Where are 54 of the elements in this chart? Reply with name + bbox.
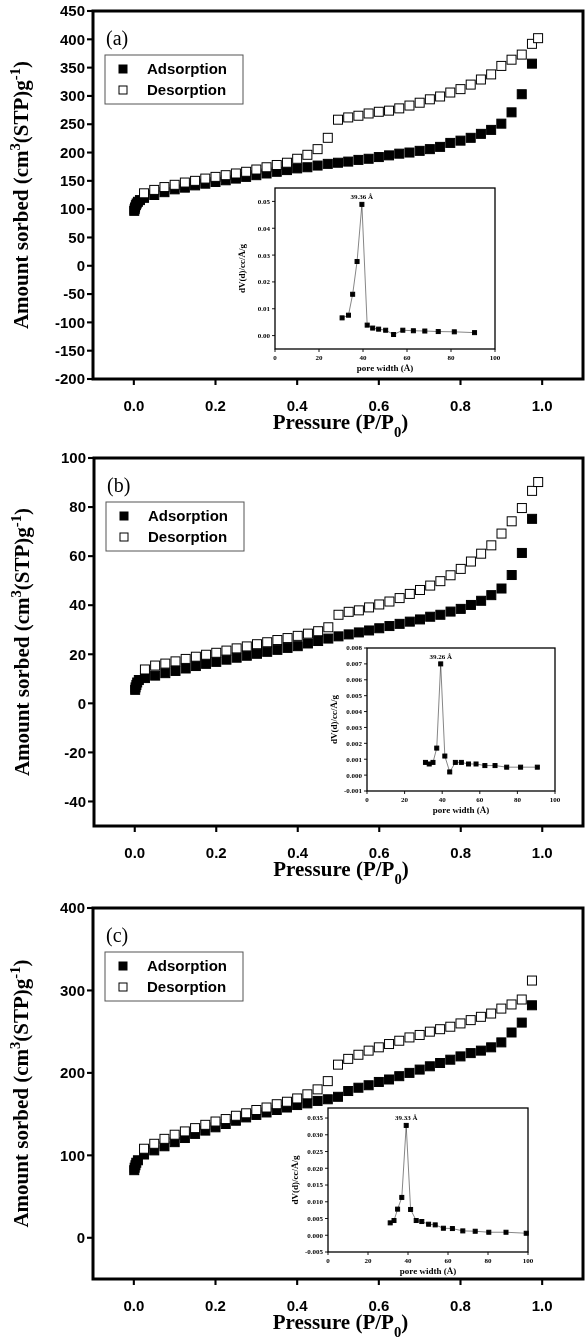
y-tick-label: -50	[63, 285, 85, 303]
annotation: (b)	[107, 474, 131, 497]
annotation: (c)	[106, 924, 129, 947]
y-tick-label: 300	[59, 87, 85, 105]
x-tick-label: 0.0	[123, 1297, 145, 1314]
y-tick-label: 80	[69, 498, 86, 516]
y-tick-label: 0	[76, 1229, 85, 1247]
x-tick-label: 1.0	[531, 1297, 553, 1314]
y-tick-label: 100	[59, 1146, 85, 1164]
x-axis-title: pore width (Å)	[356, 363, 414, 373]
legend-label: Adsorption	[148, 507, 228, 525]
y-tick-label: -150	[54, 341, 85, 359]
x-tick-label: 0.0	[124, 844, 146, 861]
y-tick-label: 20	[69, 645, 86, 663]
y-tick-label: 100	[59, 200, 85, 218]
y-tick-label: 400	[59, 30, 85, 48]
x-tick-label: 1.0	[531, 844, 553, 861]
x-tick-label: 1.0	[531, 397, 553, 414]
legend-label: Desorption	[148, 528, 228, 546]
y-axis-title: dV(d)/cc/Å/g	[237, 243, 247, 293]
y-tick-label: 350	[59, 58, 85, 76]
y-tick-label: -20	[64, 743, 86, 761]
y-tick-label: 150	[59, 172, 85, 190]
legend-label: Desorption	[147, 978, 227, 996]
y-tick-label: 250	[59, 115, 85, 133]
y-axis-title: dV(d)/cc/Å/g	[290, 1155, 300, 1205]
y-tick-label: 0	[77, 694, 86, 712]
y-tick-label: 200	[59, 1064, 85, 1082]
y-tick-label: 0	[76, 257, 85, 275]
y-tick-label: 100	[60, 449, 86, 467]
legend-label: Adsorption	[147, 957, 227, 975]
x-tick-label: 0.8	[450, 397, 471, 414]
x-axis-title: pore width (Å)	[399, 1266, 457, 1276]
x-tick-label: 0.2	[205, 844, 227, 861]
x-tick-label: 0.0	[123, 397, 145, 414]
y-tick-label: 450	[59, 2, 85, 20]
x-tick-label: 0.8	[450, 1297, 471, 1314]
x-tick-label: 0.8	[450, 844, 472, 861]
y-tick-label: -200	[54, 370, 85, 388]
y-tick-label: -40	[64, 792, 86, 810]
y-tick-label: -100	[54, 313, 85, 331]
y-tick-label: 200	[59, 143, 85, 161]
legend-label: Desorption	[147, 81, 227, 99]
y-tick-label: 50	[68, 228, 85, 246]
legend-label: Adsorption	[147, 60, 227, 78]
y-tick-label: 40	[69, 596, 86, 614]
x-tick-label: 0.2	[205, 397, 226, 414]
x-tick-label: 0.2	[205, 1297, 226, 1314]
annotation: (a)	[106, 27, 129, 50]
y-tick-label: 400	[59, 899, 85, 917]
x-axis-title: pore width (Å)	[432, 805, 490, 815]
y-axis-title: dV(d)/cc/Å/g	[329, 694, 339, 744]
y-tick-label: 300	[59, 981, 85, 999]
y-tick-label: 60	[69, 547, 86, 565]
